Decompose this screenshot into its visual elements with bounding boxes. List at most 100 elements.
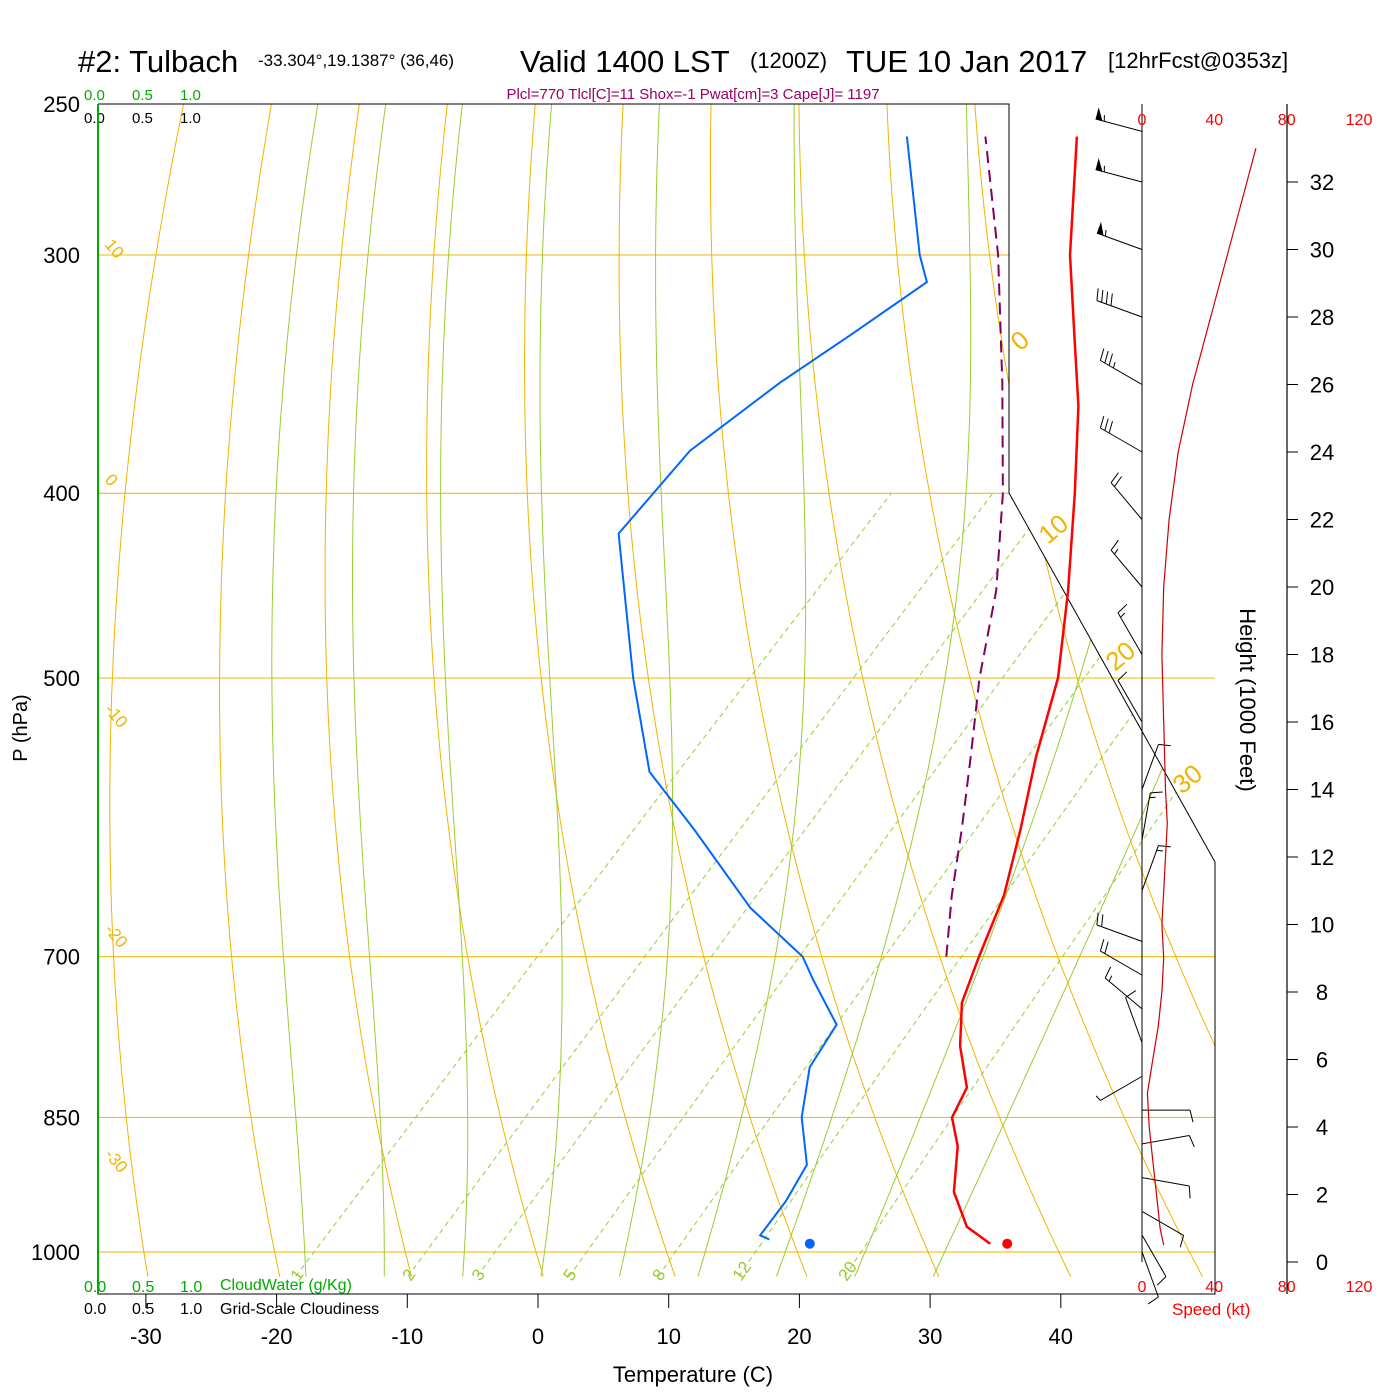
dry-adiabat bbox=[886, 104, 1203, 1277]
x-tick-label: -30 bbox=[130, 1324, 162, 1349]
wind-barb bbox=[1095, 107, 1143, 132]
moist-adiabat bbox=[854, 104, 1180, 1277]
height-tick-label: 26 bbox=[1310, 373, 1334, 398]
bottom-cloudiness-scale: 0.0 0.5 1.0 Grid-Scale Cloudiness bbox=[84, 1301, 379, 1318]
height-tick-label: 6 bbox=[1316, 1048, 1328, 1073]
height-axis-label: Height (1000 Feet) bbox=[1235, 608, 1260, 791]
wind-barb bbox=[1099, 348, 1143, 385]
forecast-info: [12hrFcst@0353z] bbox=[1108, 48, 1288, 73]
moist-adiabats bbox=[271, 104, 1215, 1277]
speed-tick-label: 0 bbox=[1138, 112, 1147, 129]
dry-adiabat bbox=[1239, 104, 1400, 1277]
station-coords: -33.304°,19.1387° (36,46) bbox=[258, 51, 454, 70]
dry-adiabat bbox=[109, 104, 184, 1277]
temperature-axis-ticks: -30 -20 -10 0 10 20 30 40 bbox=[130, 1294, 1073, 1349]
parcel-path bbox=[945, 136, 1004, 957]
top-black-1: 0.5 bbox=[132, 110, 153, 127]
x-tick-label: 20 bbox=[787, 1324, 811, 1349]
dry-adiabat-label-0: 0 bbox=[101, 470, 122, 489]
height-tick-label: 30 bbox=[1310, 238, 1334, 263]
pressure-tick-label: 300 bbox=[43, 243, 80, 268]
height-tick-label: 16 bbox=[1310, 710, 1334, 735]
dry-adiabat bbox=[1150, 104, 1215, 1277]
y-axis-label: P (hPa) bbox=[10, 694, 32, 761]
wind-barb bbox=[1125, 990, 1143, 1043]
wind-barb bbox=[1110, 472, 1143, 520]
speed-label: Speed (kt) bbox=[1172, 1300, 1250, 1319]
pressure-tick-label: 500 bbox=[43, 666, 80, 691]
top-green-0: 0.0 bbox=[84, 87, 105, 104]
wind-barb bbox=[1117, 603, 1143, 655]
dry-adiabat-label--10: -10 bbox=[101, 700, 131, 731]
dry-adiabat bbox=[426, 104, 544, 1277]
height-tick-label: 18 bbox=[1310, 643, 1334, 668]
pressure-axis-ticks: 250 300 400 500 700 850 1000 bbox=[31, 92, 80, 1265]
speed-tick-label: 40 bbox=[1205, 112, 1223, 129]
dry-adiabat bbox=[1327, 104, 1400, 1277]
mixing-ratio-label-3: 3 bbox=[468, 1266, 489, 1285]
pressure-tick-label: 1000 bbox=[31, 1240, 80, 1265]
bottom-black-2: 1.0 bbox=[180, 1301, 202, 1318]
bottom-green-1: 0.5 bbox=[132, 1279, 154, 1296]
mixing-ratio-label-12: 12 bbox=[729, 1258, 755, 1284]
dewpoint-profile bbox=[617, 136, 929, 1241]
height-tick-label: 14 bbox=[1310, 778, 1334, 803]
theta-label-10: 10 bbox=[1033, 508, 1074, 550]
pressure-tick-label: 700 bbox=[43, 945, 80, 970]
wind-barb bbox=[1096, 288, 1143, 318]
top-green-2: 1.0 bbox=[180, 87, 201, 104]
mixing-ratio-12 bbox=[738, 492, 1215, 1277]
pressure-tick-label: 400 bbox=[43, 481, 80, 506]
height-tick-label: 20 bbox=[1310, 575, 1334, 600]
dry-adiabats bbox=[0, 104, 1400, 1277]
height-tick-label: 12 bbox=[1310, 845, 1334, 870]
station-title: #2: Tulbach bbox=[78, 44, 238, 79]
mixing-ratio-5 bbox=[568, 492, 1139, 1277]
x-axis-label: Temperature (C) bbox=[613, 1362, 773, 1387]
height-tick-label: 2 bbox=[1316, 1183, 1328, 1208]
height-tick-label: 32 bbox=[1310, 170, 1334, 195]
wind-speed-profile bbox=[1146, 148, 1257, 1246]
speed-scale-bottom: 0 40 80 120 bbox=[1138, 1279, 1373, 1296]
speed-scale-top: 0 40 80 120 bbox=[1138, 112, 1373, 129]
height-tick-label: 0 bbox=[1316, 1250, 1328, 1275]
dry-adiabat bbox=[618, 104, 808, 1277]
wind-barb bbox=[1141, 845, 1171, 891]
wind-barb bbox=[1110, 539, 1143, 588]
dry-adiabat-label--20: -20 bbox=[101, 920, 131, 951]
top-black-2: 1.0 bbox=[180, 110, 201, 127]
sounding-parameters: Plcl=770 Tlcl[C]=11 Shox=-1 Pwat[cm]=3 C… bbox=[506, 86, 879, 103]
dry-adiabat bbox=[974, 104, 1215, 1277]
dry-adiabat bbox=[324, 104, 412, 1277]
speed-tick-label: 120 bbox=[1346, 112, 1373, 129]
mixing-ratio-2 bbox=[407, 492, 994, 1277]
dry-adiabat bbox=[0, 104, 8, 1277]
wind-barb bbox=[1104, 966, 1143, 1010]
mixing-ratio-8 bbox=[657, 492, 1215, 1277]
mixing-ratio-1 bbox=[295, 492, 892, 1277]
cloudwater-label: CloudWater (g/Kg) bbox=[220, 1277, 352, 1294]
x-tick-label: -10 bbox=[391, 1324, 423, 1349]
dry-adiabat bbox=[219, 104, 281, 1277]
surface-dewpoint-marker bbox=[804, 1238, 815, 1249]
valid-utc: (1200Z) bbox=[750, 48, 827, 73]
height-tick-label: 28 bbox=[1310, 305, 1334, 330]
speed-tick-label: 0 bbox=[1138, 1279, 1147, 1296]
wind-barb bbox=[1095, 158, 1143, 183]
bottom-black-0: 0.0 bbox=[84, 1301, 106, 1318]
temperature-profile bbox=[950, 136, 1080, 1245]
height-tick-label: 10 bbox=[1310, 913, 1334, 938]
wind-barb bbox=[1095, 1075, 1143, 1101]
x-tick-label: 0 bbox=[532, 1324, 544, 1349]
height-tick-label: 8 bbox=[1316, 980, 1328, 1005]
mixing-ratio-lines: 1 2 3 5 8 12 20 bbox=[287, 492, 1215, 1285]
wind-barb bbox=[1141, 1135, 1195, 1148]
dry-adiabat bbox=[798, 104, 1072, 1277]
isobar-lines bbox=[98, 103, 1215, 1253]
top-green-1: 0.5 bbox=[132, 87, 153, 104]
mixing-ratio-label-20: 20 bbox=[835, 1258, 861, 1284]
wind-barb bbox=[1141, 1234, 1167, 1286]
speed-tick-label: 40 bbox=[1205, 1279, 1223, 1296]
mixing-ratio-label-8: 8 bbox=[648, 1266, 669, 1285]
